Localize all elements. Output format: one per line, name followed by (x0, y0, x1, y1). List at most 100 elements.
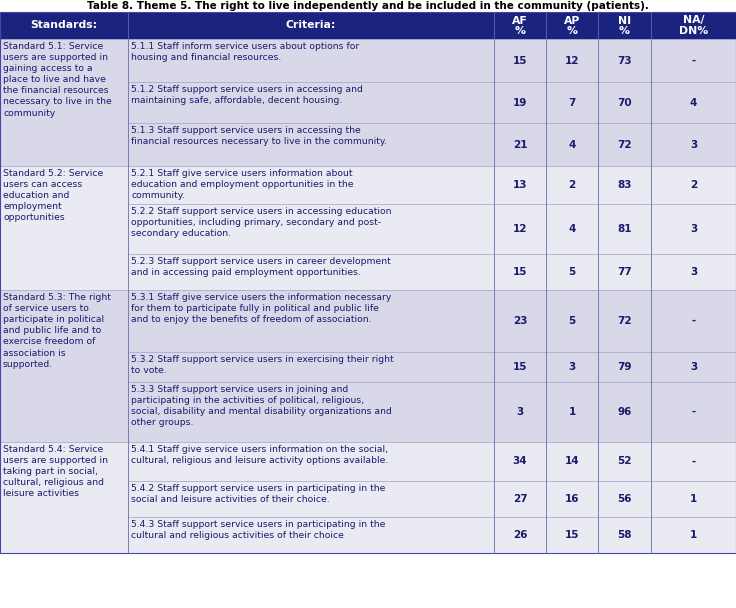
Bar (651, 517, 736, 553)
Text: 2: 2 (690, 180, 697, 190)
Bar (128, 166, 494, 204)
Text: 15: 15 (513, 267, 527, 277)
Bar (0, 442, 128, 553)
Bar (651, 481, 736, 517)
Bar (598, 39, 651, 82)
Bar (494, 517, 546, 553)
Bar (598, 382, 651, 442)
Bar (651, 166, 736, 204)
Bar (494, 204, 546, 254)
Bar (128, 517, 494, 553)
Bar (128, 254, 494, 290)
Bar (546, 254, 598, 290)
Text: Table 8. Theme 5. The right to live independently and be included in the communi: Table 8. Theme 5. The right to live inde… (87, 1, 649, 11)
Text: 23: 23 (513, 316, 527, 326)
Text: 5.1.2 Staff support service users in accessing and
maintaining safe, affordable,: 5.1.2 Staff support service users in acc… (131, 85, 363, 105)
Text: 15: 15 (513, 55, 527, 66)
Text: DN%: DN% (679, 26, 708, 35)
Text: -: - (691, 457, 696, 466)
Text: 12: 12 (513, 224, 527, 234)
Text: 4: 4 (568, 139, 576, 150)
Bar (546, 123, 598, 166)
Bar (128, 39, 494, 82)
Bar (651, 82, 736, 123)
Bar (128, 442, 494, 481)
Text: 3: 3 (517, 407, 523, 417)
Text: 2: 2 (568, 180, 576, 190)
Bar (494, 39, 546, 82)
Bar (494, 352, 546, 382)
Text: 5.1.3 Staff support service users in accessing the
financial resources necessary: 5.1.3 Staff support service users in acc… (131, 126, 387, 146)
Bar (651, 382, 736, 442)
Text: -: - (691, 407, 696, 417)
Bar (0, 290, 128, 442)
Bar (494, 123, 546, 166)
Text: 70: 70 (618, 97, 631, 108)
Bar (128, 290, 494, 352)
Text: 3: 3 (690, 224, 697, 234)
Text: 73: 73 (618, 55, 631, 66)
Text: 5.3.3 Staff support service users in joining and
participating in the activities: 5.3.3 Staff support service users in joi… (131, 385, 392, 427)
Bar (598, 166, 651, 204)
Text: 15: 15 (565, 530, 579, 540)
Text: %: % (567, 26, 578, 35)
Bar (598, 442, 651, 481)
Text: Criteria:: Criteria: (286, 21, 336, 30)
Text: 1: 1 (690, 494, 697, 504)
Text: 12: 12 (565, 55, 579, 66)
Text: 15: 15 (513, 362, 527, 372)
Text: 1: 1 (690, 530, 697, 540)
Bar (546, 82, 598, 123)
Bar (651, 290, 736, 352)
Text: AF: AF (512, 15, 528, 26)
Text: 5.2.2 Staff support service users in accessing education
opportunities, includin: 5.2.2 Staff support service users in acc… (131, 207, 392, 238)
Bar (494, 12, 546, 39)
Text: 79: 79 (618, 362, 631, 372)
Text: 14: 14 (565, 457, 579, 466)
Bar (128, 204, 494, 254)
Text: 5.2.1 Staff give service users information about
education and employment opport: 5.2.1 Staff give service users informati… (131, 169, 353, 200)
Bar (494, 481, 546, 517)
Text: 4: 4 (568, 224, 576, 234)
Bar (546, 352, 598, 382)
Bar (546, 39, 598, 82)
Text: %: % (514, 26, 526, 35)
Bar (546, 517, 598, 553)
Bar (651, 352, 736, 382)
Bar (598, 481, 651, 517)
Bar (598, 204, 651, 254)
Text: 5.4.2 Staff support service users in participating in the
social and leisure act: 5.4.2 Staff support service users in par… (131, 484, 386, 504)
Text: 16: 16 (565, 494, 579, 504)
Text: 7: 7 (568, 97, 576, 108)
Bar (128, 352, 494, 382)
Bar (598, 352, 651, 382)
Text: AP: AP (564, 15, 580, 26)
Text: Standard 5.2: Service
users can access
education and
employment
opportunities: Standard 5.2: Service users can access e… (3, 169, 103, 223)
Bar (494, 82, 546, 123)
Text: Standard 5.4: Service
users are supported in
taking part in social,
cultural, re: Standard 5.4: Service users are supporte… (3, 445, 108, 499)
Bar (546, 382, 598, 442)
Text: 5.1.1 Staff inform service users about options for
housing and financial resourc: 5.1.1 Staff inform service users about o… (131, 42, 359, 62)
Text: 26: 26 (513, 530, 527, 540)
Bar (598, 82, 651, 123)
Bar (0, 12, 736, 553)
Bar (128, 82, 494, 123)
Text: 72: 72 (618, 316, 631, 326)
Text: 77: 77 (617, 267, 632, 277)
Text: %: % (619, 26, 630, 35)
Bar (651, 442, 736, 481)
Text: 3: 3 (690, 362, 697, 372)
Text: 3: 3 (690, 267, 697, 277)
Bar (494, 382, 546, 442)
Text: Standards:: Standards: (30, 21, 98, 30)
Bar (651, 39, 736, 82)
Text: 1: 1 (568, 407, 576, 417)
Text: 34: 34 (513, 457, 527, 466)
Text: 83: 83 (618, 180, 631, 190)
Text: NA/: NA/ (683, 15, 704, 26)
Text: 27: 27 (513, 494, 527, 504)
Bar (494, 254, 546, 290)
Text: 5: 5 (568, 267, 576, 277)
Text: 52: 52 (618, 457, 631, 466)
Bar (651, 204, 736, 254)
